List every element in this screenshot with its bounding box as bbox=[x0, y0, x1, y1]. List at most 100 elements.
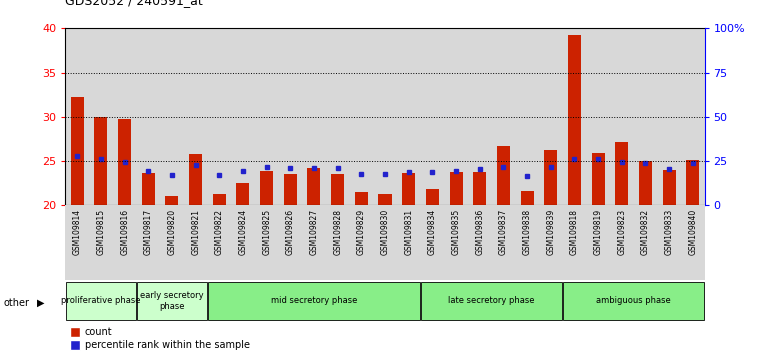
Text: GSM109820: GSM109820 bbox=[167, 209, 176, 255]
Bar bbox=[544, 150, 557, 205]
Bar bbox=[260, 171, 273, 205]
Bar bbox=[231, 28, 255, 205]
Text: GSM109819: GSM109819 bbox=[594, 209, 603, 255]
Bar bbox=[662, 170, 675, 205]
Bar bbox=[450, 172, 463, 205]
Bar bbox=[420, 28, 444, 205]
Text: GSM109835: GSM109835 bbox=[451, 209, 460, 255]
Bar bbox=[255, 205, 279, 280]
Bar bbox=[142, 173, 155, 205]
Text: GSM109840: GSM109840 bbox=[688, 209, 697, 255]
Bar bbox=[397, 28, 420, 205]
Bar bbox=[491, 28, 515, 205]
Text: GSM109839: GSM109839 bbox=[546, 209, 555, 255]
Bar bbox=[615, 142, 628, 205]
Text: GSM109836: GSM109836 bbox=[475, 209, 484, 255]
Text: GSM109838: GSM109838 bbox=[523, 209, 531, 255]
Bar bbox=[160, 205, 184, 280]
Bar bbox=[497, 146, 510, 205]
Bar bbox=[426, 188, 439, 205]
Bar bbox=[302, 28, 326, 205]
Bar bbox=[207, 28, 231, 205]
Bar bbox=[373, 28, 397, 205]
Text: GSM109818: GSM109818 bbox=[570, 209, 579, 255]
Text: GSM109817: GSM109817 bbox=[144, 209, 152, 255]
Bar bbox=[331, 175, 344, 205]
Bar bbox=[468, 28, 491, 205]
Bar bbox=[539, 28, 563, 205]
Bar bbox=[65, 205, 89, 280]
Bar bbox=[137, 282, 207, 320]
Bar bbox=[355, 192, 368, 205]
Text: GSM109823: GSM109823 bbox=[618, 209, 626, 255]
Bar bbox=[350, 28, 373, 205]
Bar bbox=[610, 28, 634, 205]
Text: ambiguous phase: ambiguous phase bbox=[596, 296, 671, 306]
Bar bbox=[279, 28, 302, 205]
Bar bbox=[208, 282, 420, 320]
Bar bbox=[213, 194, 226, 205]
Bar bbox=[184, 205, 207, 280]
Bar bbox=[639, 161, 652, 205]
Text: GSM109822: GSM109822 bbox=[215, 209, 224, 255]
Bar bbox=[136, 28, 160, 205]
Bar bbox=[444, 205, 468, 280]
Bar bbox=[681, 28, 705, 205]
Text: GSM109834: GSM109834 bbox=[428, 209, 437, 255]
Text: early secretory
phase: early secretory phase bbox=[140, 291, 204, 310]
Text: GSM109829: GSM109829 bbox=[357, 209, 366, 255]
Text: other: other bbox=[4, 298, 30, 308]
Bar bbox=[350, 205, 373, 280]
Text: GDS2052 / 240591_at: GDS2052 / 240591_at bbox=[65, 0, 203, 7]
Bar bbox=[686, 160, 699, 205]
Bar bbox=[189, 154, 203, 205]
Bar bbox=[112, 28, 136, 205]
Bar bbox=[586, 205, 610, 280]
Bar bbox=[307, 168, 320, 205]
Bar bbox=[634, 28, 658, 205]
Bar bbox=[284, 175, 296, 205]
Text: ▶: ▶ bbox=[37, 298, 45, 308]
Bar bbox=[515, 28, 539, 205]
Bar bbox=[539, 205, 563, 280]
Bar bbox=[586, 28, 610, 205]
Text: GSM109816: GSM109816 bbox=[120, 209, 129, 255]
Text: GSM109827: GSM109827 bbox=[310, 209, 319, 255]
Bar bbox=[160, 28, 184, 205]
Text: GSM109824: GSM109824 bbox=[239, 209, 247, 255]
Bar bbox=[66, 282, 136, 320]
Text: GSM109831: GSM109831 bbox=[404, 209, 413, 255]
Bar bbox=[279, 205, 302, 280]
Text: GSM109833: GSM109833 bbox=[665, 209, 674, 255]
Bar bbox=[112, 205, 136, 280]
Bar bbox=[402, 173, 415, 205]
Bar bbox=[681, 205, 705, 280]
Text: GSM109814: GSM109814 bbox=[73, 209, 82, 255]
Bar bbox=[136, 205, 160, 280]
Text: GSM109821: GSM109821 bbox=[191, 209, 200, 255]
Bar bbox=[236, 183, 249, 205]
Text: GSM109837: GSM109837 bbox=[499, 209, 508, 255]
Bar bbox=[302, 205, 326, 280]
Bar bbox=[491, 205, 515, 280]
Bar bbox=[634, 205, 658, 280]
Bar bbox=[89, 205, 112, 280]
Bar bbox=[658, 28, 681, 205]
Bar bbox=[468, 205, 491, 280]
Text: GSM109815: GSM109815 bbox=[96, 209, 105, 255]
Bar bbox=[521, 191, 534, 205]
Bar bbox=[563, 282, 704, 320]
Bar bbox=[563, 28, 586, 205]
Bar bbox=[184, 28, 207, 205]
Legend: count, percentile rank within the sample: count, percentile rank within the sample bbox=[70, 327, 250, 350]
Text: GSM109826: GSM109826 bbox=[286, 209, 295, 255]
Bar bbox=[89, 28, 112, 205]
Bar bbox=[658, 205, 681, 280]
Text: late secretory phase: late secretory phase bbox=[448, 296, 535, 306]
Text: GSM109832: GSM109832 bbox=[641, 209, 650, 255]
Text: GSM109828: GSM109828 bbox=[333, 209, 342, 255]
Bar bbox=[610, 205, 634, 280]
Bar bbox=[326, 205, 350, 280]
Bar bbox=[591, 153, 604, 205]
Bar bbox=[118, 119, 131, 205]
